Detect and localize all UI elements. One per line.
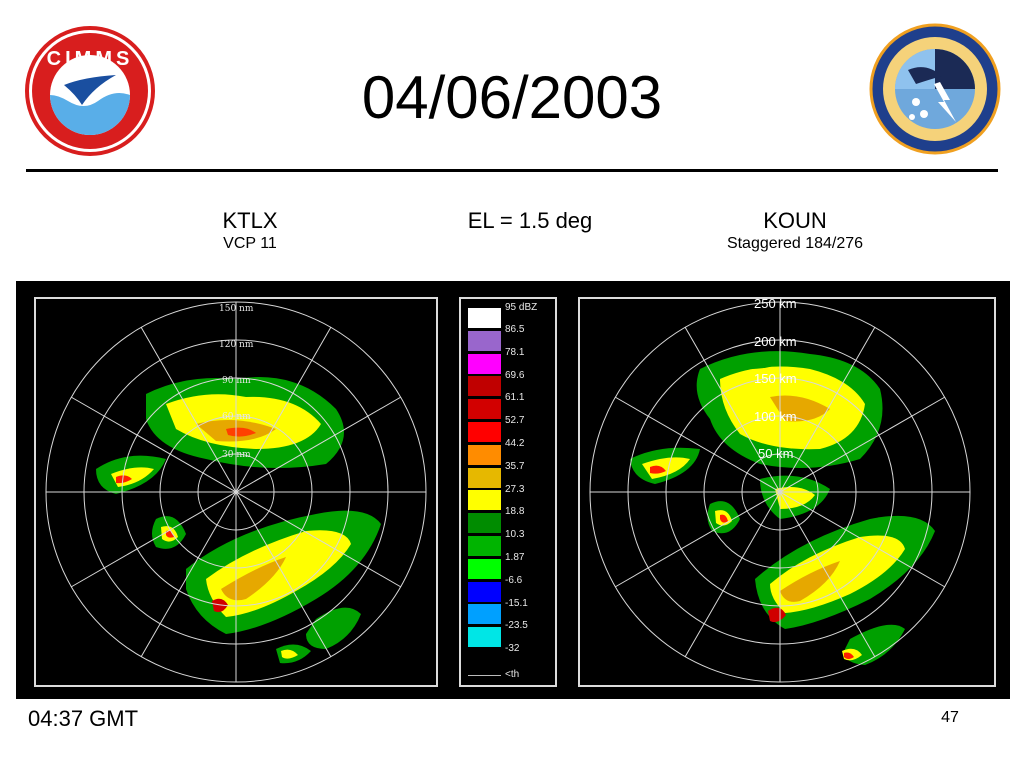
title-divider [26, 169, 998, 172]
nssl-logo [868, 22, 1002, 156]
koun-subtitle: Staggered 184/276 [726, 235, 864, 252]
scale-swatch [468, 330, 501, 351]
reflectivity-color-scale: 95 dBZ 86.5 78.1 69.6 61.1 52.7 44.2 35.7 27.3 1… [459, 297, 557, 687]
koun-ring-label: 200 km [754, 334, 797, 349]
ktlx-ring-label: 120 nm [219, 340, 254, 350]
scale-bin-label: 69.6 [505, 369, 525, 381]
scale-swatch [468, 581, 501, 602]
koun-ring-label: 250 km [754, 297, 797, 311]
radar-panel: 150 nm 120 nm 90 nm 60 nm 30 nm 95 dBZ 8… [16, 281, 1010, 699]
koun-ring-label: 100 km [754, 409, 797, 424]
scale-swatch [468, 422, 501, 442]
time-label: 04:37 GMT [28, 706, 139, 731]
scale-swatch [468, 353, 501, 374]
scale-bin-label: 61.1 [505, 392, 525, 404]
scale-bin-label: 27.3 [505, 483, 525, 495]
scale-swatch [468, 467, 501, 488]
scale-bin-label: 35.7 [505, 460, 525, 472]
scale-bin-label: -32 [505, 643, 520, 655]
scale-threshold-label: <th [505, 669, 520, 680]
threshold-line [468, 675, 501, 676]
scale-bin-label: 52.7 [505, 415, 525, 427]
ktlx-ring-label: 60 nm [222, 412, 251, 422]
ktlx-ppi-display: 150 nm 120 nm 90 nm 60 nm 30 nm [34, 297, 438, 687]
koun-name: KOUN [763, 208, 827, 233]
scale-swatch [468, 376, 501, 397]
scale-swatch [468, 627, 501, 648]
scale-bin-label: 78.1 [505, 346, 525, 358]
koun-reflectivity-map [589, 301, 971, 683]
ktlx-subtitle: VCP 11 [223, 235, 277, 252]
scale-swatch [468, 444, 501, 465]
scale-swatch [468, 604, 501, 625]
scale-swatch [468, 490, 501, 511]
slide-title: 04/06/2003 [361, 64, 663, 131]
ktlx-name: KTLX [222, 208, 278, 233]
scale-bin-label: 86.5 [505, 324, 525, 335]
koun-ring-label: 150 km [754, 371, 797, 386]
koun-ring-label: 50 km [758, 446, 794, 461]
ktlx-ring-label: 150 nm [219, 304, 254, 314]
scale-bin-label: -6.6 [505, 574, 523, 586]
koun-echoes [630, 351, 935, 665]
cimms-logo: CIMMS [24, 25, 156, 157]
ktlx-ring-label: 30 nm [222, 450, 251, 460]
koun-label: KOUN Staggered 184/276 [690, 208, 900, 254]
scale-bin-label: 44.2 [505, 438, 525, 449]
scale-swatch [468, 308, 501, 328]
scale-bin-label: 1.87 [505, 552, 525, 563]
scale-swatch [468, 536, 501, 556]
scale-swatch [468, 399, 501, 420]
scale-bin-label: 18.8 [505, 506, 525, 518]
ktlx-azimuth-lines [46, 302, 426, 682]
scale-top-label: 95 dBZ [505, 302, 538, 313]
koun-azimuth-lines [590, 302, 970, 682]
svg-text:CIMMS: CIMMS [47, 48, 134, 70]
scale-swatch [468, 513, 501, 534]
ktlx-echoes [96, 377, 381, 664]
page-number: 47 [941, 709, 959, 726]
scale-swatch [468, 558, 501, 579]
scale-bin-label: -15.1 [505, 597, 528, 609]
elevation-label: EL = 1.5 deg [467, 208, 593, 233]
koun-ppi-display: 250 km 200 km 150 km 100 km 50 km [578, 297, 996, 687]
scale-bin-label: -23.5 [505, 620, 528, 632]
scale-bin-label: 10.3 [505, 529, 525, 541]
ktlx-ring-label: 90 nm [222, 376, 251, 386]
ktlx-reflectivity-map [45, 301, 427, 683]
ktlx-label: KTLX VCP 11 [170, 208, 330, 254]
